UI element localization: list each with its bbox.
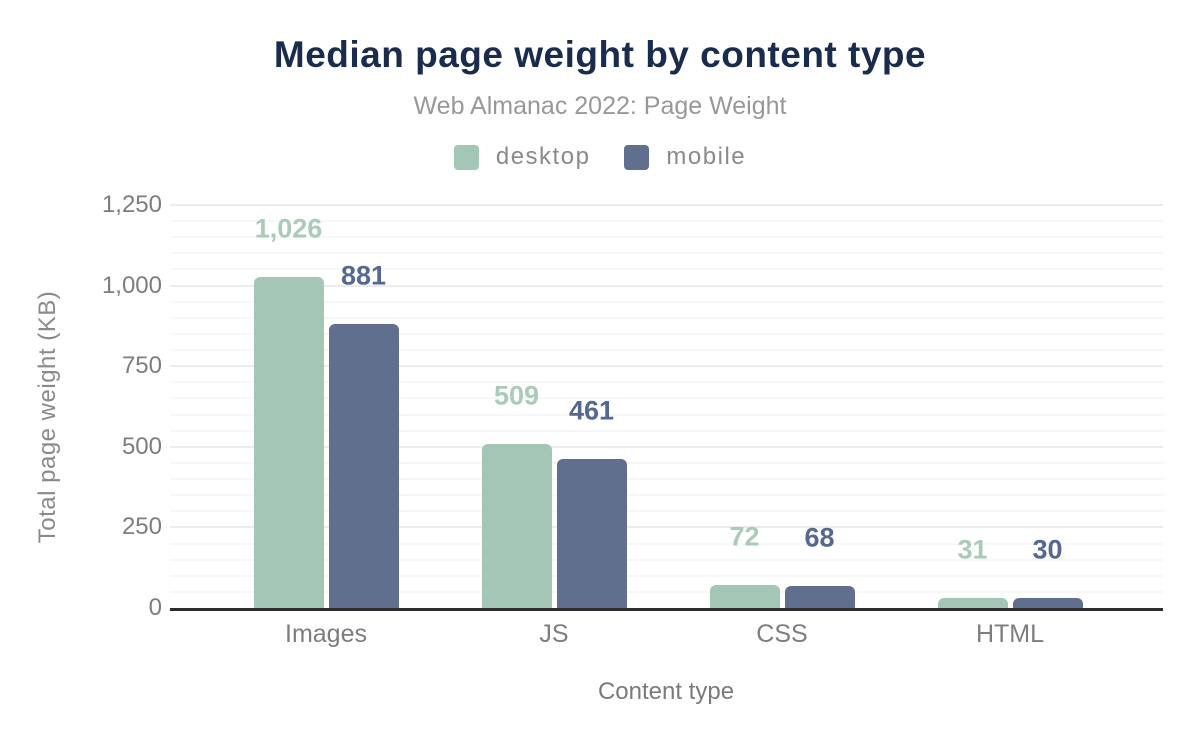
minor-gridline <box>170 300 1163 303</box>
plot-area: 1,026 881 509 461 72 68 31 30 <box>170 204 1163 611</box>
value-label-mobile-html: 30 <box>1032 534 1063 565</box>
minor-gridline <box>170 316 1163 319</box>
value-label-desktop-js: 509 <box>493 380 540 411</box>
minor-gridline <box>170 268 1163 271</box>
bar-mobile-images[interactable] <box>328 323 399 608</box>
minor-gridline <box>170 494 1163 497</box>
chart-subtitle: Web Almanac 2022: Page Weight <box>413 92 787 120</box>
bar-desktop-images[interactable] <box>253 277 324 608</box>
minor-gridline <box>170 397 1163 400</box>
minor-gridline <box>170 510 1163 513</box>
legend-item-desktop: desktop <box>453 143 591 171</box>
minor-gridline <box>170 381 1163 384</box>
minor-gridline <box>170 413 1163 416</box>
y-axis-title: Total page weight (KB) <box>34 290 61 544</box>
x-tick-label-html: HTML <box>975 620 1045 648</box>
value-label-desktop-images: 1,026 <box>254 213 323 244</box>
minor-gridline <box>170 349 1163 352</box>
major-gridline <box>170 204 1163 206</box>
bar-desktop-css[interactable] <box>709 584 780 608</box>
major-gridline <box>170 365 1163 368</box>
major-gridline <box>170 284 1163 287</box>
minor-gridline <box>170 574 1163 577</box>
x-tick-label-js: JS <box>539 620 569 648</box>
y-tick-label: 250 <box>121 513 162 541</box>
legend-swatch-desktop <box>453 144 479 170</box>
minor-gridline <box>170 332 1163 335</box>
value-label-mobile-images: 881 <box>340 260 387 291</box>
major-gridline <box>170 526 1163 529</box>
legend-label-desktop: desktop <box>495 143 591 170</box>
major-gridline <box>170 445 1163 448</box>
y-tick-label: 0 <box>148 594 162 621</box>
bar-desktop-js[interactable] <box>481 443 552 608</box>
legend: desktop mobile <box>0 142 1200 172</box>
x-tick-label-css: CSS <box>756 620 808 648</box>
x-axis-line <box>170 608 1163 611</box>
value-label-desktop-css: 72 <box>729 521 760 552</box>
minor-gridline <box>170 236 1163 239</box>
minor-gridline <box>170 558 1163 561</box>
minor-gridline <box>170 478 1163 481</box>
x-tick-label-images: Images <box>285 620 367 648</box>
minor-gridline <box>170 252 1163 255</box>
value-label-desktop-html: 31 <box>957 534 988 565</box>
value-label-mobile-css: 68 <box>804 522 835 553</box>
value-label-mobile-js: 461 <box>568 395 615 426</box>
legend-swatch-mobile <box>624 144 650 170</box>
y-tick-label: 750 <box>121 352 162 380</box>
bar-desktop-html[interactable] <box>937 598 1008 608</box>
minor-gridline <box>170 461 1163 464</box>
legend-item-mobile: mobile <box>624 143 746 171</box>
bar-mobile-css[interactable] <box>784 586 855 608</box>
bar-mobile-js[interactable] <box>556 459 627 608</box>
x-axis-title: Content type <box>597 678 735 705</box>
legend-label-mobile: mobile <box>666 143 747 170</box>
y-tick-label: 1,000 <box>101 271 162 299</box>
chart-title: Median page weight by content type <box>273 34 927 75</box>
minor-gridline <box>170 429 1163 432</box>
minor-gridline <box>170 590 1163 593</box>
minor-gridline <box>170 542 1163 545</box>
y-tick-label: 1,250 <box>101 191 162 218</box>
y-tick-label: 500 <box>121 432 162 460</box>
bar-mobile-html[interactable] <box>1012 598 1083 608</box>
minor-gridline <box>170 220 1163 223</box>
